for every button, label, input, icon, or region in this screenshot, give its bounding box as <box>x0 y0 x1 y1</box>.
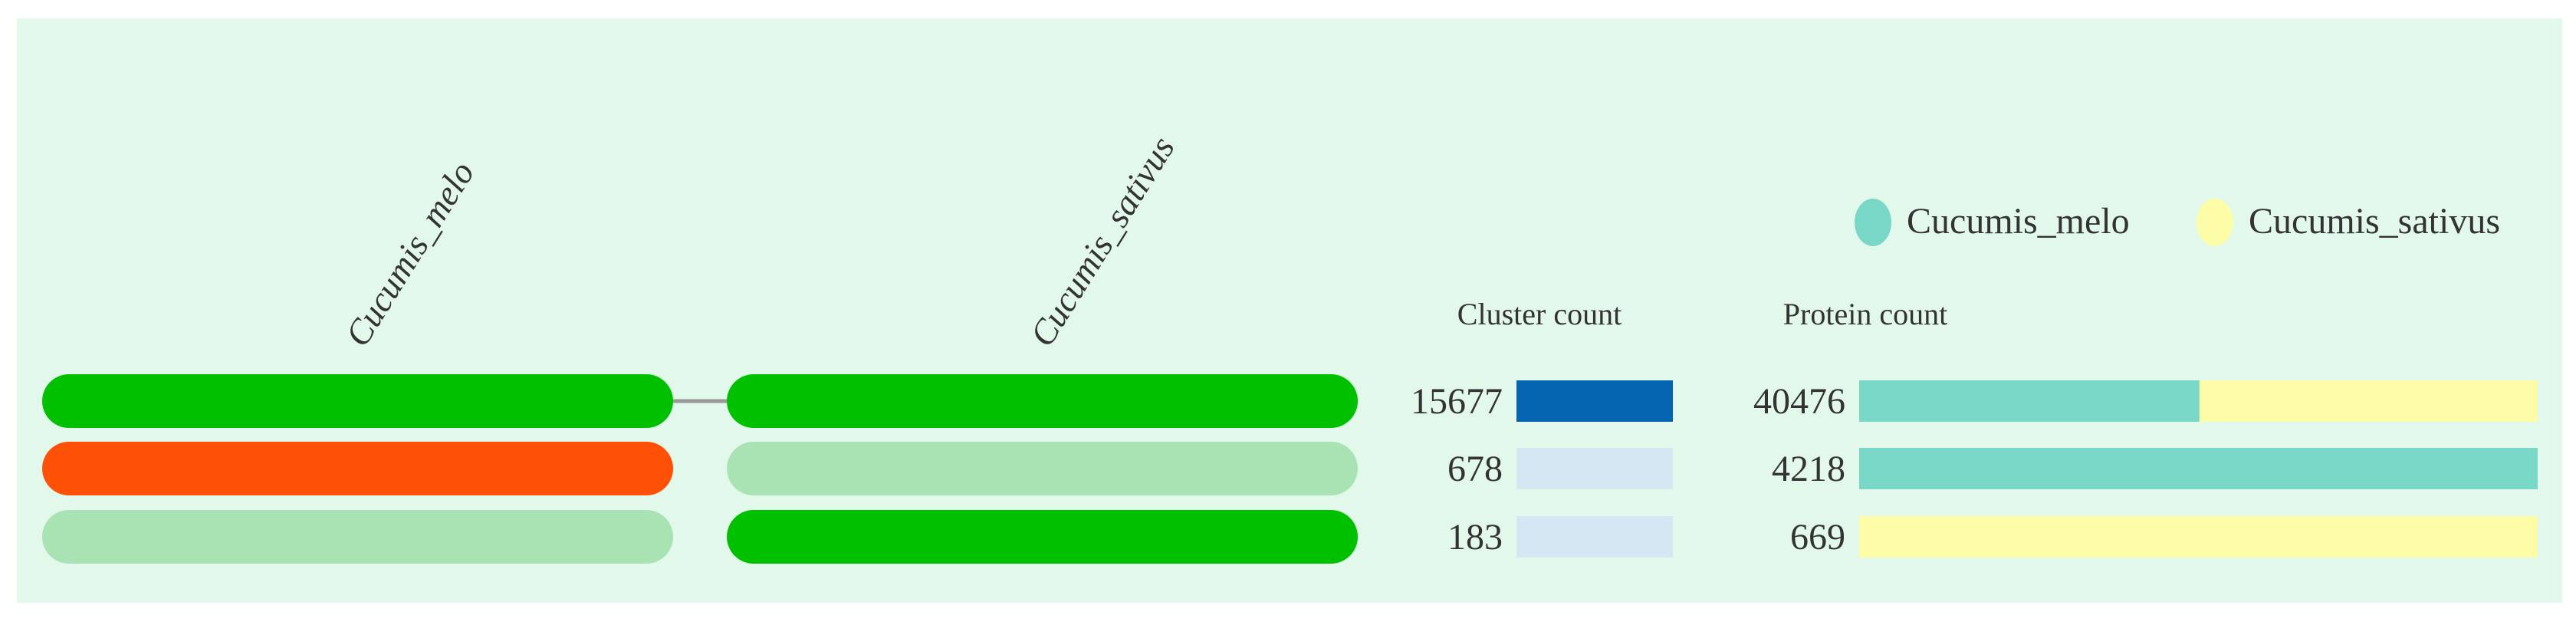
cluster-count-bar <box>1516 380 1673 422</box>
protein-bar-segment-0 <box>1859 380 2200 422</box>
presence-pill-present <box>42 374 673 428</box>
protein-count-value: 4218 <box>1772 449 1845 489</box>
legend-label-1: Cucumis_sativus <box>2249 201 2500 242</box>
cluster-count-value: 678 <box>1447 449 1503 489</box>
cluster-count-value: 15677 <box>1411 381 1503 422</box>
cluster-count-bar <box>1516 448 1673 489</box>
presence-pill-present <box>727 510 1358 564</box>
legend-label-0: Cucumis_melo <box>1907 201 2130 242</box>
protein-count-value: 669 <box>1790 517 1845 558</box>
cluster-count-bar <box>1516 516 1673 558</box>
presence-pill-present <box>727 374 1358 428</box>
protein-bar-segment-1 <box>2199 380 2538 422</box>
legend-swatch-1 <box>2196 199 2233 246</box>
protein-count-header: Protein count <box>1783 297 1947 331</box>
protein-bar-segment-0 <box>1859 448 2538 489</box>
protein-bar-segment-1 <box>1859 516 2538 558</box>
cluster-count-header: Cluster count <box>1457 297 1622 331</box>
presence-pill-absent <box>42 510 673 564</box>
presence-pill-absent <box>727 442 1358 495</box>
protein-count-value: 40476 <box>1753 381 1845 422</box>
cluster-count-value: 183 <box>1447 517 1503 558</box>
legend-swatch-0 <box>1855 199 1891 246</box>
chart-background <box>17 18 2562 603</box>
presence-pill-unique <box>42 442 673 495</box>
